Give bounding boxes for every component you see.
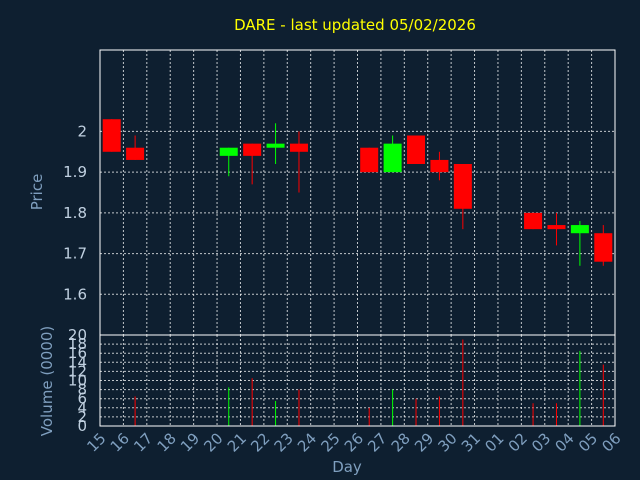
volume-tick-label: 18 bbox=[68, 335, 87, 353]
price-tick-label: 1.7 bbox=[63, 245, 87, 263]
volume-bars bbox=[134, 339, 604, 426]
chart-title: DARE - last updated 05/02/2026 bbox=[234, 16, 476, 34]
x-tick-labels: 1516171819202122232425262728293031010203… bbox=[83, 429, 624, 455]
candle-body bbox=[547, 225, 566, 230]
price-tick-label: 2 bbox=[77, 122, 87, 140]
volume-tick-label: 0 bbox=[77, 417, 87, 435]
volume-tick-label: 16 bbox=[68, 344, 87, 362]
price-tick-labels: 1.6 1.7 1.8 1.9 2 bbox=[63, 122, 87, 303]
volume-tick-label: 2 bbox=[77, 408, 87, 426]
candle-body bbox=[383, 143, 402, 173]
candle-body bbox=[453, 164, 472, 209]
candle-body bbox=[289, 143, 308, 152]
volume-tick-label: 8 bbox=[77, 381, 87, 399]
volume-tick-label: 20 bbox=[68, 326, 87, 344]
candle-body bbox=[524, 212, 543, 230]
volume-axis-label: Volume (0000) bbox=[38, 326, 56, 436]
candles bbox=[102, 119, 613, 266]
volume-tick-label: 6 bbox=[77, 390, 87, 408]
candle-body bbox=[243, 143, 262, 156]
price-tick-label: 1.9 bbox=[63, 163, 87, 181]
candle-body bbox=[570, 225, 589, 234]
candle-body bbox=[594, 233, 613, 262]
volume-tick-label: 10 bbox=[68, 372, 87, 390]
candle-body bbox=[102, 119, 121, 152]
candle-body bbox=[266, 143, 285, 148]
candle-body bbox=[126, 147, 145, 160]
volume-tick-label: 12 bbox=[68, 362, 87, 380]
candle-body bbox=[430, 159, 449, 173]
price-axis-label: Price bbox=[28, 174, 46, 211]
price-tick-label: 1.6 bbox=[63, 285, 87, 303]
x-axis-label: Day bbox=[332, 458, 362, 476]
price-tick-label: 1.8 bbox=[63, 204, 87, 222]
volume-panel-frame bbox=[99, 334, 616, 427]
candle-body bbox=[219, 147, 238, 156]
candle-body bbox=[360, 147, 379, 173]
volume-tick-label: 4 bbox=[77, 399, 87, 417]
volume-tick-label: 14 bbox=[68, 353, 87, 371]
candle-body bbox=[407, 135, 426, 164]
